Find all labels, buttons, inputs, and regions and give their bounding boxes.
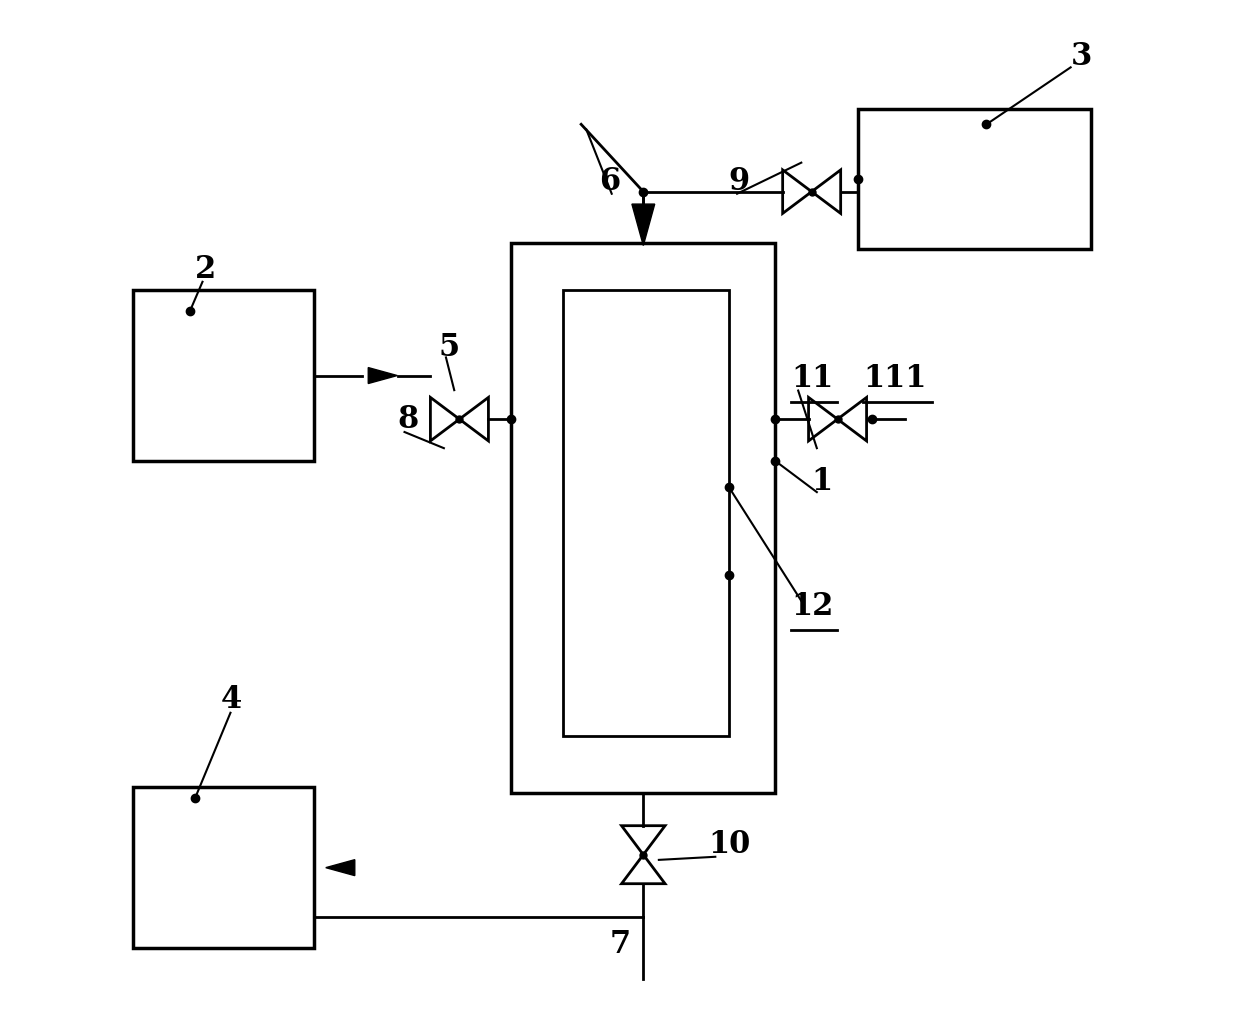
Polygon shape — [632, 204, 655, 246]
Text: 11: 11 — [791, 363, 833, 394]
Text: 3: 3 — [1070, 41, 1092, 73]
Text: 111: 111 — [863, 363, 926, 394]
Polygon shape — [326, 860, 355, 875]
Text: 5: 5 — [439, 332, 460, 363]
Text: 9: 9 — [729, 166, 750, 197]
Text: 10: 10 — [708, 829, 750, 860]
Bar — [133, 290, 315, 461]
Text: 12: 12 — [791, 591, 833, 622]
Text: 1: 1 — [812, 466, 833, 497]
Bar — [511, 243, 775, 793]
Bar — [563, 290, 729, 736]
Polygon shape — [368, 368, 397, 383]
Bar — [133, 787, 315, 948]
Text: 8: 8 — [397, 404, 419, 435]
Text: 7: 7 — [610, 929, 631, 960]
Text: 2: 2 — [195, 254, 217, 285]
Text: 6: 6 — [599, 166, 620, 197]
Bar — [858, 109, 1091, 249]
Text: 4: 4 — [221, 684, 242, 715]
